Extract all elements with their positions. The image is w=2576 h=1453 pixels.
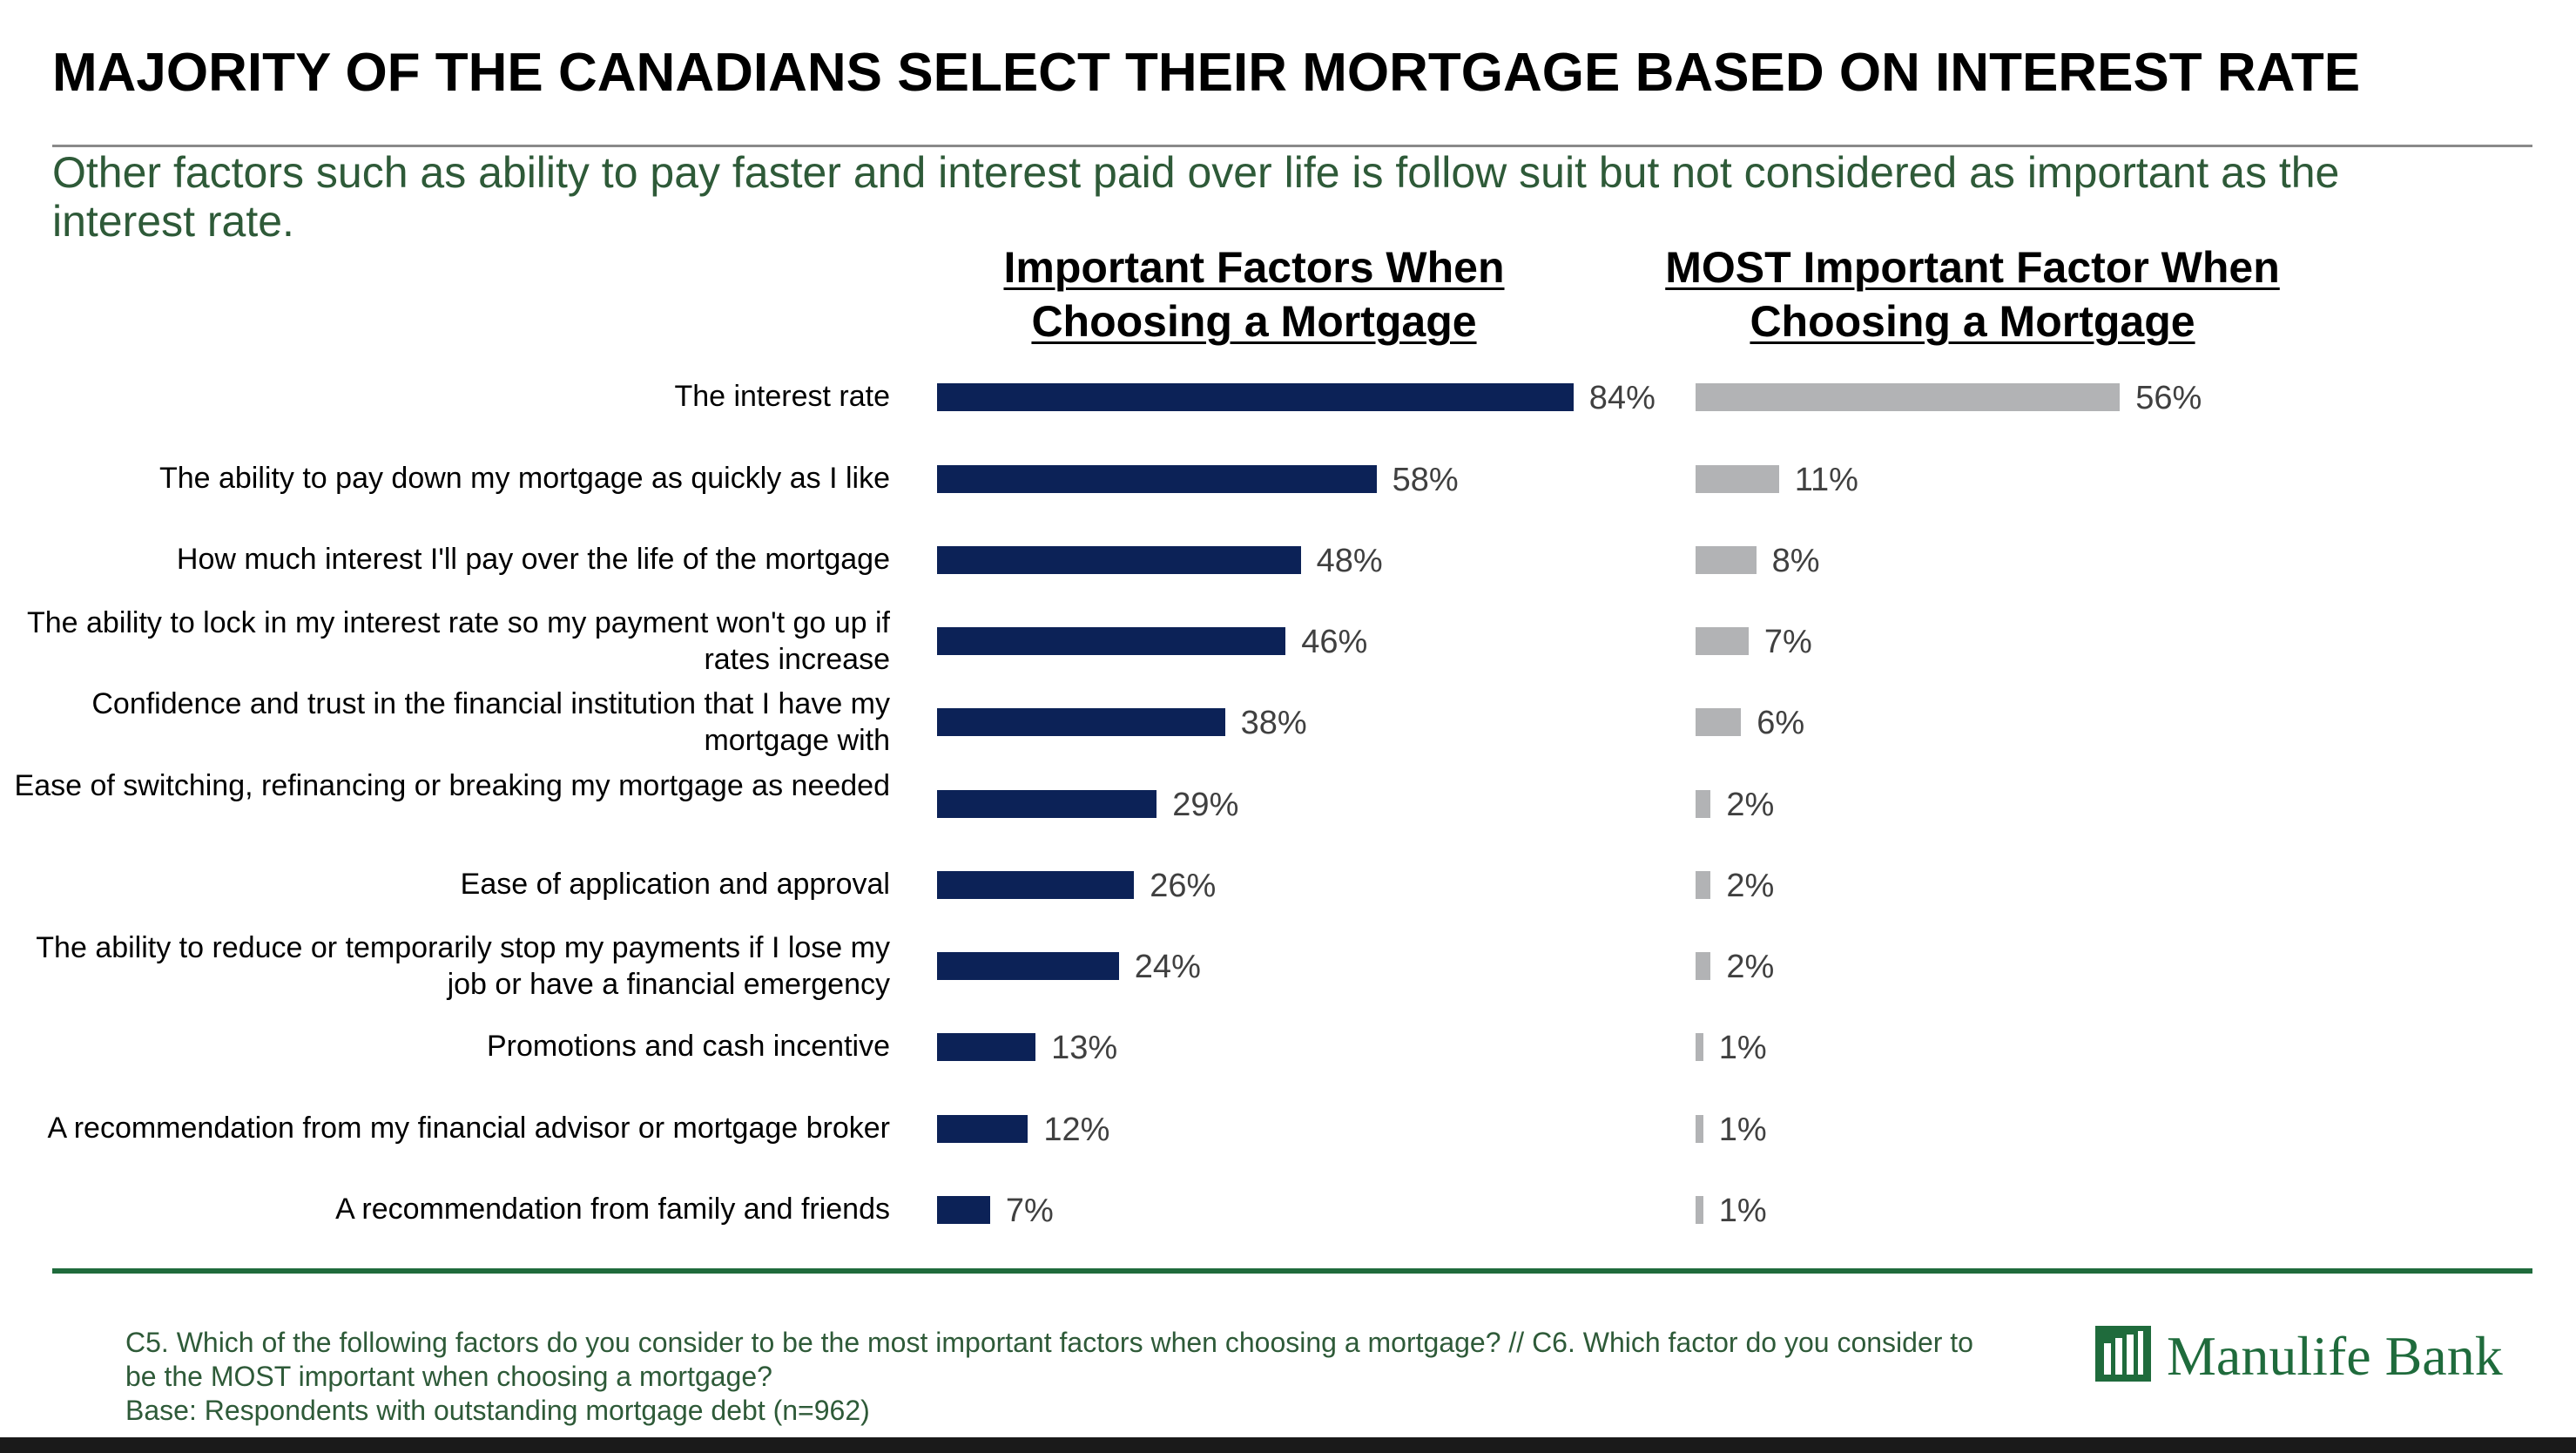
most-important-factor-bar [1696, 871, 1711, 899]
most-important-factor-value-label: 2% [1726, 949, 1775, 985]
most-important-factor-bar [1696, 1033, 1703, 1061]
bottom-strip [0, 1437, 2576, 1453]
category-label: Ease of application and approval [460, 868, 890, 901]
category-label: The interest rate [674, 380, 890, 413]
important-factor-value-label: 38% [1240, 705, 1307, 741]
most-important-factor-bar [1696, 952, 1711, 980]
important-factor-bar [937, 627, 1286, 655]
important-factor-value-label: 58% [1392, 462, 1459, 498]
most-important-factor-value-label: 7% [1763, 624, 1812, 660]
most-important-factor-bar [1696, 627, 1749, 655]
important-factor-bar [937, 546, 1301, 574]
most-important-factor-value-label: 11% [1794, 462, 1858, 498]
important-factor-bar [937, 708, 1225, 736]
manulife-bank-logo: Manulife Bank [2095, 1324, 2548, 1387]
important-factor-bar [937, 1196, 990, 1224]
important-factor-value-label: 13% [1051, 1030, 1118, 1066]
important-factor-value-label: 48% [1316, 543, 1383, 579]
most-important-factor-bar [1696, 546, 1757, 574]
important-factor-bar [937, 871, 1135, 899]
important-factor-value-label: 26% [1150, 868, 1217, 904]
important-factor-bar [937, 465, 1377, 493]
category-label: A recommendation from family and friends [335, 1193, 890, 1226]
category-label: How much interest I'll pay over the life… [176, 543, 890, 576]
title-divider [52, 145, 2532, 147]
most-important-factor-value-label: 1% [1718, 1030, 1767, 1066]
most-important-factor-value-label: 8% [1771, 543, 1820, 579]
most-important-factor-value-label: 2% [1726, 868, 1775, 904]
manulife-m-icon [2095, 1326, 2151, 1382]
important-factor-bar [937, 1033, 1036, 1061]
category-label: Confidence and trust in the financial in… [91, 687, 890, 757]
most-important-factor-bar [1696, 790, 1711, 818]
most-important-factor-bar [1696, 1115, 1703, 1143]
most-important-factor-value-label: 1% [1718, 1193, 1767, 1229]
footnote: C5. Which of the following factors do yo… [125, 1326, 2006, 1428]
important-factor-bar [937, 383, 1574, 411]
important-factor-bar [937, 1115, 1028, 1143]
page-title: MAJORITY OF THE CANADIANS SELECT THEIR M… [52, 43, 2361, 103]
most-important-factor-value-label: 2% [1726, 787, 1775, 823]
most-important-factor-bar [1696, 1196, 1703, 1224]
page-subtitle: Other factors such as ability to pay fas… [52, 148, 2340, 246]
category-label: The ability to reduce or temporarily sto… [36, 931, 890, 1001]
most-important-factor-bar [1696, 708, 1742, 736]
category-label: The ability to lock in my interest rate … [26, 606, 890, 676]
important-factor-value-label: 29% [1172, 787, 1239, 823]
important-factor-bar [937, 790, 1157, 818]
important-factor-value-label: 12% [1043, 1112, 1110, 1148]
footnote-base: Base: Respondents with outstanding mortg… [125, 1395, 870, 1426]
most-important-factor-bar [1696, 465, 1779, 493]
chart-left-heading: Important Factors When Choosing a Mortga… [1003, 243, 1505, 346]
logo-wordmark: Manulife Bank [2167, 1325, 2503, 1387]
category-label: The ability to pay down my mortgage as q… [158, 462, 890, 495]
category-label: Promotions and cash incentive [486, 1030, 890, 1063]
footnote-question: C5. Which of the following factors do yo… [125, 1327, 1973, 1392]
most-important-factor-value-label: 1% [1718, 1112, 1767, 1148]
chart-right-heading: MOST Important Factor When Choosing a Mo… [1665, 243, 2280, 346]
important-factor-value-label: 24% [1134, 949, 1201, 985]
important-factor-bar [937, 952, 1119, 980]
category-label: Ease of switching, refinancing or breaki… [14, 769, 890, 802]
important-factor-value-label: 46% [1301, 624, 1368, 660]
footer-divider [52, 1268, 2532, 1274]
important-factor-value-label: 7% [1005, 1193, 1054, 1229]
most-important-factor-value-label: 6% [1757, 705, 1805, 741]
category-label: A recommendation from my financial advis… [47, 1112, 890, 1145]
most-important-factor-value-label: 56% [2135, 380, 2202, 416]
most-important-factor-bar [1696, 383, 2121, 411]
important-factor-value-label: 84% [1588, 380, 1656, 416]
